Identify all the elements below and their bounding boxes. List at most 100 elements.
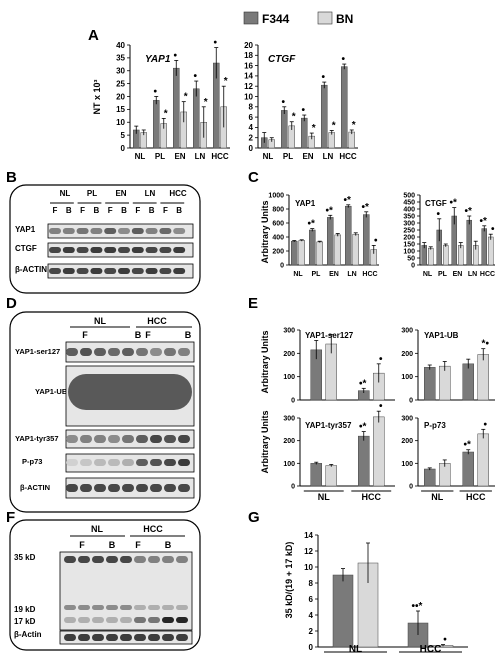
blot-band <box>49 228 61 234</box>
chart-title: YAP1-UB <box>424 331 459 340</box>
category-label: HCC <box>362 271 377 278</box>
category-label: HCC <box>466 492 486 502</box>
blot-band <box>173 247 186 253</box>
y-tick-label: 25 <box>116 79 125 88</box>
y-tick-label: 400 <box>272 234 284 241</box>
bar <box>309 229 316 266</box>
bar <box>281 110 288 149</box>
category-label: PL <box>312 271 322 278</box>
y-axis-label: Arbitrary Units <box>260 330 270 393</box>
significance-mark: • <box>443 635 447 646</box>
blot-band <box>92 617 104 623</box>
chart-c-2: 0 200 400 600 800 1000 YAP1 Arbitrary Units NL •*… <box>260 192 379 278</box>
significance-mark: •* <box>362 202 370 213</box>
y-tick-label: 12 <box>244 82 253 91</box>
chart-title: CTGF <box>268 54 296 65</box>
blot-band <box>76 247 89 253</box>
y-tick-label: 5 <box>121 131 126 140</box>
panel-letter-c: C <box>248 169 259 186</box>
blot-band <box>94 459 106 466</box>
blot-band <box>148 634 160 641</box>
bar <box>341 66 348 149</box>
y-tick-label: 0 <box>309 643 314 652</box>
legend-label-bn: BN <box>336 12 353 26</box>
chart-title: YAP1 <box>295 199 316 208</box>
blot-band <box>94 484 106 492</box>
blot-lane-label: F <box>108 206 113 215</box>
significance-mark: • <box>491 224 495 235</box>
blot-band <box>66 459 78 466</box>
category-label: LN <box>195 152 206 161</box>
bar <box>298 240 305 266</box>
blot-b-frame <box>9 184 201 294</box>
blot-band <box>164 459 176 466</box>
y-tick-label: 20 <box>244 41 253 50</box>
blot-lane-label: F <box>80 206 85 215</box>
blot-band <box>131 268 144 274</box>
bar <box>321 84 328 149</box>
bar <box>439 365 451 401</box>
blot-band <box>150 484 162 492</box>
blot-band <box>78 605 90 610</box>
category-label: NL <box>431 492 443 502</box>
blot-band <box>106 634 118 641</box>
blot-f-group-label: HCC <box>143 524 163 534</box>
y-tick-label: 0 <box>249 144 254 153</box>
y-tick-label: 0 <box>280 262 284 269</box>
blot-band <box>136 435 148 443</box>
y-tick-label: 40 <box>116 41 125 50</box>
blot-band <box>131 247 144 253</box>
blot-lane-label: F <box>135 206 140 215</box>
blot-band <box>80 484 92 492</box>
bar <box>421 245 427 266</box>
category-label: PL <box>155 152 165 161</box>
bar <box>428 247 434 266</box>
blot-band <box>120 605 132 610</box>
blot-band <box>145 268 158 274</box>
significance-mark: • <box>281 97 285 108</box>
bar <box>316 241 323 266</box>
blot-band <box>173 268 186 274</box>
blot-band <box>66 484 78 492</box>
blot-band <box>120 617 132 623</box>
panel-letter-d: D <box>6 295 17 312</box>
blot-band <box>78 617 90 623</box>
blot-lane-label: F <box>79 540 85 550</box>
blot-b-row-label: β-ACTIN <box>15 265 47 274</box>
category-label: NL <box>293 271 303 278</box>
blot-band <box>134 634 146 641</box>
bar <box>348 131 355 149</box>
panel-letter-a: A <box>88 27 99 44</box>
y-tick-label: 250 <box>403 227 415 234</box>
y-tick-label: 0 <box>409 483 413 490</box>
y-tick-label: 2 <box>249 134 254 143</box>
significance-mark: •* <box>480 216 488 227</box>
blot-panel-f: NL HCC 35 kD 19 kD 17 kD β-Actin F B F B <box>9 519 201 651</box>
blot-band <box>90 228 103 234</box>
blot-band <box>162 617 174 623</box>
blot-d-row-label: YAP1-UB <box>35 387 68 396</box>
category-label: LN <box>323 152 334 161</box>
blot-band <box>108 435 120 443</box>
blot-band <box>122 484 134 492</box>
y-tick-label: 100 <box>283 374 295 381</box>
y-tick-label: 200 <box>272 248 284 255</box>
y-tick-label: 400 <box>403 206 415 213</box>
y-tick-label: 350 <box>403 213 415 220</box>
bar <box>301 117 308 149</box>
significance-mark: •* <box>344 195 352 206</box>
category-label: LN <box>347 271 356 278</box>
blot-band <box>162 634 174 641</box>
blot-band <box>92 556 104 563</box>
y-tick-label: 35 <box>116 54 125 63</box>
y-tick-label: 100 <box>401 461 413 468</box>
blot-lane-label: F <box>82 330 88 340</box>
y-tick-label: 0 <box>409 397 413 404</box>
blot-band <box>108 459 120 466</box>
category-label: HCC <box>339 152 357 161</box>
significance-mark: •* <box>465 206 473 217</box>
y-tick-label: 6 <box>309 595 314 604</box>
blot-band <box>178 348 190 356</box>
